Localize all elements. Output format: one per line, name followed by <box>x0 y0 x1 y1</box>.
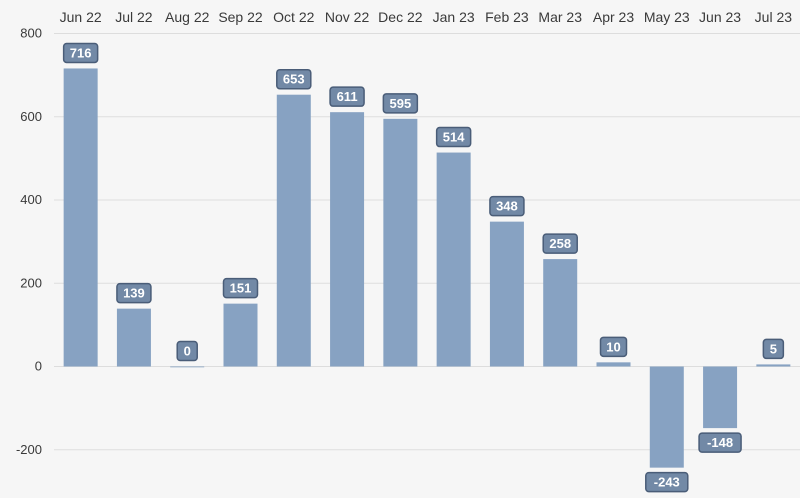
bar <box>276 94 311 367</box>
data-label-box <box>645 471 689 493</box>
bar <box>756 364 791 367</box>
data-label-text: 595 <box>390 96 412 111</box>
y-tick-label: 800 <box>20 26 42 41</box>
data-label: 0 <box>176 340 198 362</box>
bars <box>63 68 791 468</box>
data-label-text: -243 <box>654 475 680 490</box>
data-label-box <box>762 338 785 360</box>
data-label: 348 <box>489 195 525 217</box>
y-tick-label: 600 <box>20 109 42 124</box>
data-label-box <box>116 282 152 304</box>
x-tick-label: Feb 23 <box>485 9 529 25</box>
bar <box>543 259 578 367</box>
x-tick-label: Mar 23 <box>538 9 582 25</box>
bar <box>383 118 418 367</box>
data-label-box <box>698 432 742 453</box>
data-label-box <box>62 42 99 64</box>
data-label-box <box>222 277 259 299</box>
x-tick-label: Nov 22 <box>325 9 370 25</box>
data-label: 139 <box>116 282 152 304</box>
data-label-box <box>435 126 472 148</box>
bar <box>116 308 151 367</box>
bar <box>330 112 365 367</box>
data-label-text: 0 <box>184 344 191 359</box>
data-label: 258 <box>542 233 578 254</box>
data-label-box <box>176 340 198 362</box>
x-tick-label: Jul 22 <box>115 9 153 25</box>
data-label-box <box>276 68 312 90</box>
data-label-text: 258 <box>549 236 571 251</box>
data-label-text: 653 <box>283 72 305 87</box>
x-tick-label: Jan 23 <box>433 9 475 25</box>
data-label: 10 <box>599 336 628 358</box>
x-tick-label: Jul 23 <box>755 9 793 25</box>
data-label: 716 <box>62 42 99 64</box>
data-label: -148 <box>698 432 742 453</box>
bar <box>489 221 524 367</box>
bar <box>436 152 471 367</box>
data-label-text: 10 <box>606 339 620 354</box>
data-label-text: -148 <box>707 435 733 450</box>
data-label: 151 <box>222 277 259 299</box>
data-label-box <box>329 86 365 107</box>
bar <box>223 303 258 367</box>
data-label: 514 <box>435 126 472 148</box>
x-tick-label: Oct 22 <box>273 9 314 25</box>
x-tick-label: Apr 23 <box>593 9 634 25</box>
data-label-box <box>382 93 419 114</box>
y-tick-label: 0 <box>35 359 42 374</box>
y-tick-label: 200 <box>20 275 42 290</box>
data-label: -243 <box>645 471 689 493</box>
gridlines <box>54 33 800 451</box>
data-label-text: 151 <box>230 281 252 296</box>
x-tick-label: Aug 22 <box>165 9 210 25</box>
bar <box>649 366 684 468</box>
bar <box>170 366 205 368</box>
data-label: 595 <box>382 93 419 114</box>
x-tick-label: Jun 23 <box>699 9 741 25</box>
data-label-text: 514 <box>443 130 465 145</box>
data-label-text: 348 <box>496 199 518 214</box>
data-label-text: 716 <box>70 45 92 60</box>
data-label: 611 <box>329 86 365 107</box>
y-tick-label: 400 <box>20 192 42 207</box>
bar <box>596 362 631 367</box>
x-tick-label: Dec 22 <box>378 9 423 25</box>
x-tick-label: Jun 22 <box>60 9 102 25</box>
y-tick-label: -200 <box>16 442 42 457</box>
y-axis-ticks: 800 600 400 200 0 -200 <box>16 26 42 457</box>
data-label-box <box>542 233 578 254</box>
bar <box>63 68 98 367</box>
x-axis-categories: Jun 22 Jul 22 Aug 22 Sep 22 Oct 22 Nov 22 Dec … <box>60 9 793 25</box>
data-label: 5 <box>762 338 785 360</box>
bar <box>703 366 738 429</box>
x-tick-label: May 23 <box>644 9 690 25</box>
data-label: 653 <box>276 68 312 90</box>
data-label-box <box>599 336 628 358</box>
data-label-text: 139 <box>123 286 145 301</box>
data-label-text: 611 <box>337 89 358 104</box>
data-labels: 716 139 0 151 653 611 595 514 348 258 10 -243 -148 5 <box>62 42 785 493</box>
data-label-text: 5 <box>770 341 777 356</box>
data-label-box <box>489 195 525 217</box>
x-tick-label: Sep 22 <box>218 9 263 25</box>
